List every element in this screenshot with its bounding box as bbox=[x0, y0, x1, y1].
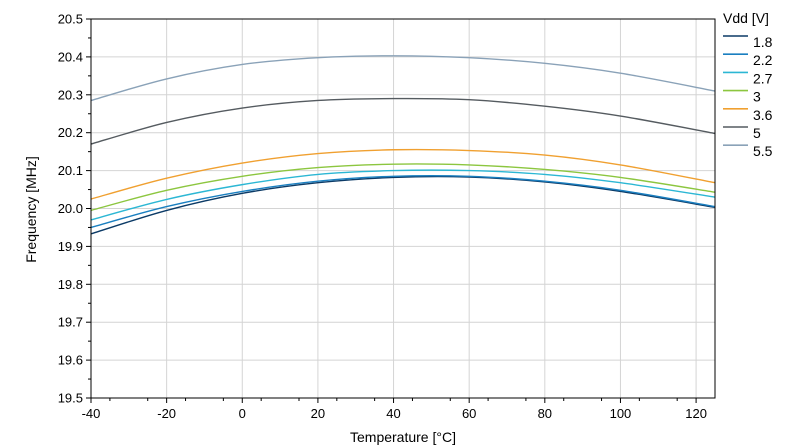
series-line-vdd-2-7 bbox=[90, 169, 716, 221]
legend: 1.8 2.2 2.7 3 3.6 5 5.5 bbox=[723, 34, 773, 159]
x-axis-title: Temperature [°C] bbox=[350, 429, 456, 445]
series-line-vdd-5-5 bbox=[90, 55, 716, 102]
y-tick-label: 19.9 bbox=[58, 239, 83, 254]
legend-label: 2.7 bbox=[753, 70, 773, 86]
series-lines bbox=[90, 55, 716, 235]
legend-label: 2.2 bbox=[753, 52, 773, 68]
legend-label: 1.8 bbox=[753, 34, 773, 50]
legend-label: 5 bbox=[753, 125, 761, 141]
y-tick-label: 20.1 bbox=[58, 163, 83, 178]
y-tick-labels: 19.5 19.6 19.7 19.8 19.9 20.0 20.1 20.2 20.3 20.4… bbox=[58, 12, 83, 406]
legend-label: 3 bbox=[753, 89, 761, 105]
x-tick-label: 20 bbox=[311, 406, 325, 421]
grid bbox=[90, 18, 715, 399]
legend-title: Vdd [V] bbox=[723, 10, 769, 26]
x-tick-label: 80 bbox=[538, 406, 552, 421]
x-tick-label: 0 bbox=[239, 406, 246, 421]
legend-label: 5.5 bbox=[753, 143, 773, 159]
series-line-vdd-1-8 bbox=[90, 175, 716, 235]
y-tick-label: 19.6 bbox=[58, 353, 83, 368]
legend-label: 3.6 bbox=[753, 107, 773, 123]
x-tick-label: 120 bbox=[685, 406, 707, 421]
y-tick-label: 19.5 bbox=[58, 391, 83, 406]
y-tick-label: 20.3 bbox=[58, 87, 83, 102]
series-line-vdd-5 bbox=[90, 97, 716, 145]
x-tick-labels: -40 -20 0 20 40 60 80 100 120 bbox=[82, 406, 707, 421]
y-tick-label: 20.5 bbox=[58, 12, 83, 27]
series-line-vdd-2-2 bbox=[90, 174, 716, 229]
y-tick-label: 19.7 bbox=[58, 315, 83, 330]
x-tick-label: 60 bbox=[462, 406, 476, 421]
y-tick-label: 19.8 bbox=[58, 277, 83, 292]
y-tick-label: 20.4 bbox=[58, 49, 83, 64]
x-tick-label: -40 bbox=[82, 406, 101, 421]
y-axis-title: Frequency [MHz] bbox=[23, 156, 39, 263]
x-tick-label: 100 bbox=[610, 406, 632, 421]
series-line-vdd-3 bbox=[90, 163, 716, 212]
x-tick-label: 40 bbox=[386, 406, 400, 421]
y-tick-label: 20.0 bbox=[58, 201, 83, 216]
axis-ticks bbox=[86, 18, 697, 403]
x-tick-label: -20 bbox=[157, 406, 176, 421]
series-line-vdd-3-6 bbox=[90, 148, 716, 200]
y-tick-label: 20.2 bbox=[58, 125, 83, 140]
